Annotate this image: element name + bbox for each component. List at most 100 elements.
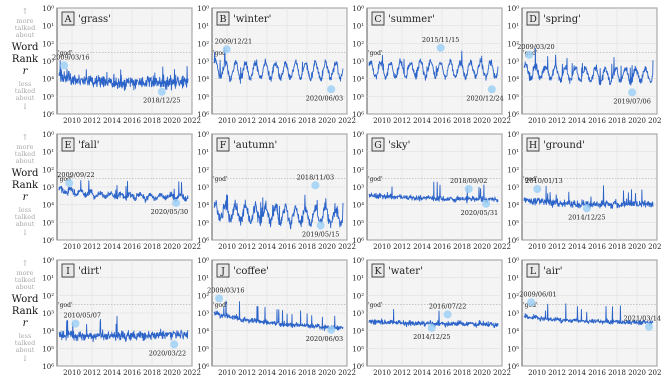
x-tick-label: 2012 [83,369,101,377]
y-tick-label: 10⁶ [507,237,519,245]
panel-letter-box [526,11,540,26]
y-tick-label: 10⁰ [352,257,364,265]
annotation-label: 2009/03/16 [207,286,244,294]
x-tick-label: 2020 [628,243,646,251]
annotation-point [172,198,181,207]
panel-title: 'sky' [388,140,410,151]
annotation-point [170,340,179,349]
less-talked-label: less [19,80,32,88]
god-label: 'god' [213,176,228,183]
y-tick-label: 10⁶ [352,111,364,119]
x-tick-label: 2018 [608,243,626,251]
annotation-label: 2020/06/03 [306,94,343,102]
annotation-point [60,61,69,70]
y-tick-label: 10¹ [197,275,209,283]
y-tick-label: 10³ [352,58,364,66]
god-label: 'god' [213,50,228,57]
less-talked-label: about [16,94,35,102]
x-tick-label: 2018 [143,117,161,125]
y-tick-label: 10⁵ [352,219,364,227]
x-tick-label: 2022 [648,117,661,125]
y-tick-label: 10⁵ [42,93,54,101]
word-rank-label: Word [12,294,39,305]
more-talked-label: more [16,143,33,151]
x-tick-label: 2014 [258,243,276,251]
annotation-label: 2020/06/03 [306,335,343,343]
annotation-point [628,88,637,97]
god-label: 'god' [368,50,383,57]
x-tick-label: 2018 [608,369,626,377]
panel-letter: H [529,140,537,151]
panel-letter-box [371,11,385,26]
y-tick-label: 10⁰ [197,5,209,13]
down-arrow-icon: ↓ [22,102,29,111]
y-tick-label: 10⁶ [352,237,364,245]
series-line [213,300,344,332]
annotation-label: 2010/01/13 [525,177,562,185]
annotation-label: 2018/12/25 [143,97,180,105]
annotation-label: 2009/03/20 [517,43,554,51]
panel-letter: L [530,266,537,277]
annotation-point [316,221,325,230]
less-talked-label: talked [15,213,36,221]
annotation-label: 2009/03/16 [52,54,89,62]
more-talked-label: talked [15,24,36,32]
y-tick-label: 10¹ [197,23,209,31]
y-tick-label: 10⁶ [42,363,54,371]
y-tick-label: 10⁴ [507,328,519,336]
y-tick-label: 10³ [352,184,364,192]
y-tick-label: 10² [352,292,364,300]
annotation-label: 2009/12/21 [215,37,252,45]
annotation-label: 2020/05/31 [461,209,498,217]
annotation-point [527,298,536,307]
x-tick-label: 2014 [568,243,586,251]
god-label: 'god' [368,302,383,309]
x-tick-label: 2022 [338,243,356,251]
y-tick-label: 10² [42,166,54,174]
y-tick-label: 10¹ [507,23,519,31]
x-tick-label: 2014 [413,243,431,251]
y-tick-label: 10³ [197,310,209,318]
x-tick-label: 2010 [528,243,546,251]
y-tick-label: 10² [352,166,364,174]
panel-letter: F [220,140,227,151]
y-tick-label: 10¹ [507,149,519,157]
y-tick-label: 10⁵ [197,93,209,101]
x-tick-label: 2012 [238,243,256,251]
panel-B: 10⁰ 10¹ 10² 10³ 10⁴ 10⁵ 10⁶ 2010 2012 2014 2016 201… [197,5,356,125]
side-label-row-1: ↑moretalkedaboutWordRankrlesstalkedabout… [12,7,39,111]
panel-title: 'ground' [543,140,585,151]
x-tick-label: 2016 [433,243,451,251]
annotation-label: 2018/11/03 [297,173,334,181]
rank-symbol: r [23,192,29,203]
y-tick-label: 10³ [507,310,519,318]
panel-letter: C [374,14,381,25]
word-rank-label: Rank [12,306,39,317]
x-tick-label: 2010 [373,369,391,377]
panel-letter: B [220,14,227,25]
y-tick-label: 10³ [507,184,519,192]
annotation-point [215,294,224,303]
x-tick-label: 2010 [528,117,546,125]
annotation-label: 2020/05/30 [151,208,188,216]
annotation-point [645,322,653,331]
x-tick-label: 2012 [83,243,101,251]
annotation-point [311,181,320,190]
side-label-row-3: ↑moretalkedaboutWordRankrlesstalkedabout… [12,259,39,363]
series-line [368,309,499,328]
annotation-point [525,50,534,59]
series-line [213,47,344,84]
less-talked-label: less [19,206,32,214]
y-tick-label: 10⁴ [42,76,54,84]
less-talked-label: about [16,346,35,354]
x-tick-label: 2022 [183,369,201,377]
up-arrow-icon: ↑ [22,133,29,142]
annotation-point [533,185,542,194]
x-tick-label: 2012 [548,369,566,377]
y-tick-label: 10³ [507,58,519,66]
panel-letter-box [526,263,540,278]
y-tick-label: 10² [197,166,209,174]
annotation-label: 2014/12/25 [568,213,605,221]
x-tick-label: 2010 [528,369,546,377]
